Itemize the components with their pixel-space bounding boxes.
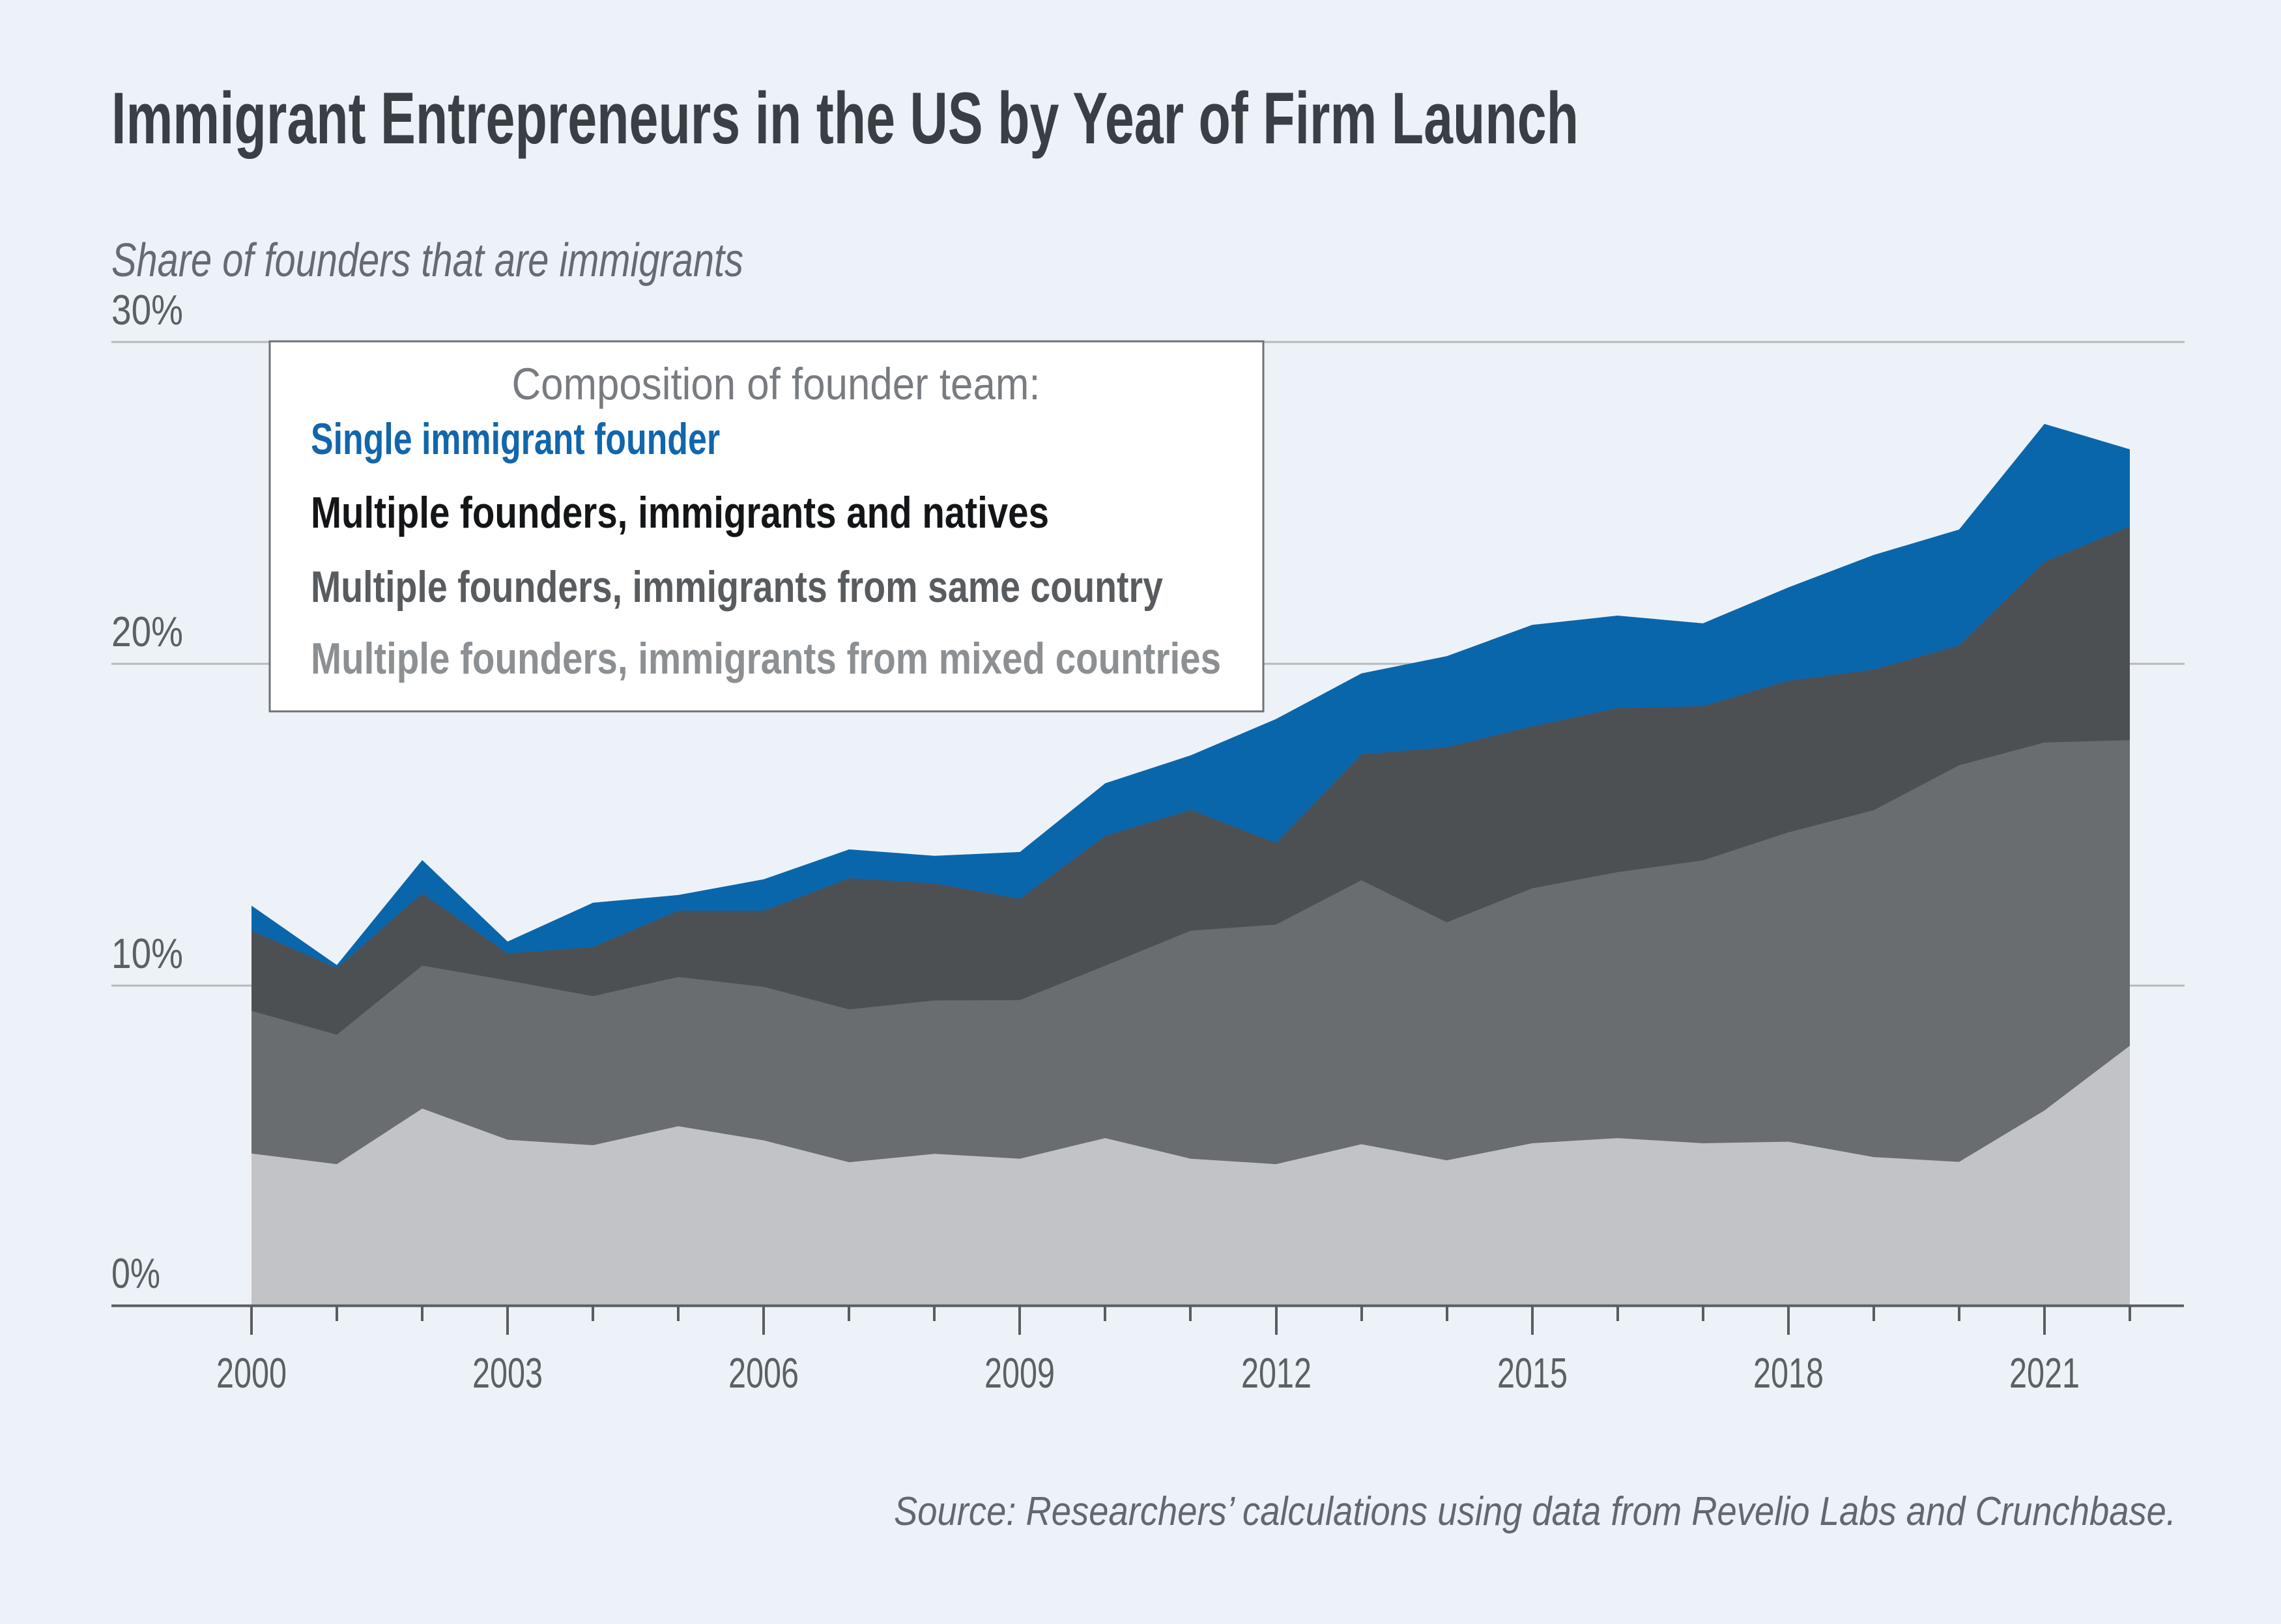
svg-text:Multiple founders, immigrants: Multiple founders, immigrants from mixed… xyxy=(311,634,1221,683)
svg-text:2009: 2009 xyxy=(984,1349,1055,1397)
svg-text:Single immigrant founder: Single immigrant founder xyxy=(311,414,720,464)
svg-text:2012: 2012 xyxy=(1241,1349,1312,1397)
svg-text:2003: 2003 xyxy=(472,1349,543,1397)
svg-text:0%: 0% xyxy=(111,1249,160,1297)
svg-text:20%: 20% xyxy=(111,608,183,655)
svg-text:2006: 2006 xyxy=(728,1349,799,1397)
svg-text:10%: 10% xyxy=(111,930,183,977)
svg-text:2000: 2000 xyxy=(216,1349,287,1397)
svg-text:Multiple founders, immigrants: Multiple founders, immigrants and native… xyxy=(311,488,1049,537)
svg-text:Source: Researchers’ calculati: Source: Researchers’ calculations using … xyxy=(894,1489,2176,1534)
svg-text:Share of founders that are imm: Share of founders that are immigrants xyxy=(111,235,743,287)
svg-text:Immigrant Entrepreneurs in the: Immigrant Entrepreneurs in the US by Yea… xyxy=(111,78,1579,159)
svg-text:Multiple founders, immigrants: Multiple founders, immigrants from same … xyxy=(311,562,1163,612)
svg-text:2018: 2018 xyxy=(1753,1349,1824,1397)
svg-text:2015: 2015 xyxy=(1497,1349,1568,1397)
svg-text:30%: 30% xyxy=(111,286,183,334)
svg-text:2021: 2021 xyxy=(2009,1349,2080,1397)
svg-text:Composition of founder team:: Composition of founder team: xyxy=(512,359,1040,409)
